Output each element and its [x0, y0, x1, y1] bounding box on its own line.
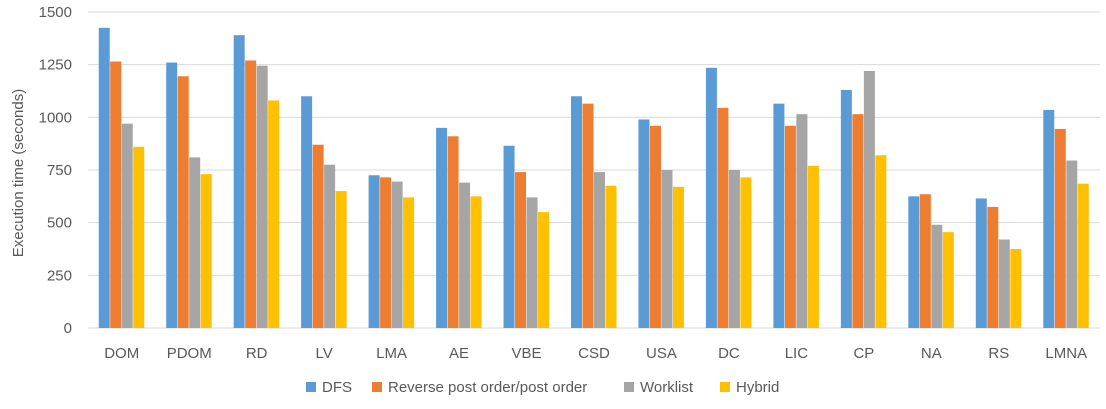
bar-hybrid-csd: [605, 185, 617, 328]
bar-reverse-post-order-post-order-lv: [312, 144, 324, 328]
bar-dfs-csd: [571, 96, 582, 329]
bar-worklist-vbe: [526, 197, 538, 328]
bar-worklist-rs: [998, 239, 1010, 328]
bar-reverse-post-order-post-order-dc: [717, 107, 729, 328]
bar-hybrid-dc: [740, 177, 752, 328]
x-tick-label: LMNA: [1045, 345, 1087, 362]
bar-dfs-dc: [705, 67, 717, 329]
x-tick-label: CP: [853, 345, 874, 362]
y-axis-ticks: 0 250 500 750 1000 1250 1500: [39, 4, 72, 337]
x-tick-label: LMA: [376, 345, 407, 362]
x-tick-label: RS: [988, 345, 1009, 362]
legend-label: DFS: [322, 379, 352, 396]
bar-worklist-dom: [121, 123, 133, 328]
y-tick-label: 750: [47, 162, 72, 179]
bar-reverse-post-order-post-order-rd: [245, 60, 257, 328]
bar-reverse-post-order-post-order-ae: [447, 136, 459, 328]
bar-worklist-na: [931, 224, 943, 328]
bar-worklist-lmna: [1066, 160, 1078, 328]
legend-label: Worklist: [640, 379, 694, 396]
y-tick-label: 1000: [39, 109, 72, 126]
bar-reverse-post-order-post-order-pdom: [177, 76, 189, 329]
bar-dfs-lic: [773, 103, 785, 328]
legend-swatch: [372, 382, 382, 392]
bar-dfs-lv: [301, 96, 313, 329]
bar-worklist-ae: [459, 182, 471, 328]
bar-hybrid-dom: [133, 146, 145, 328]
legend-swatch: [306, 382, 316, 392]
x-tick-label: USA: [646, 345, 677, 362]
bar-worklist-pdom: [189, 157, 201, 328]
x-tick-label: VBE: [512, 345, 542, 362]
bar-hybrid-lma: [403, 197, 415, 328]
bar-hybrid-cp: [875, 155, 887, 328]
bar-reverse-post-order-post-order-usa: [649, 125, 661, 328]
bar-dfs-rs: [975, 198, 987, 328]
y-tick-label: 1500: [39, 4, 72, 21]
y-tick-label: 1250: [39, 57, 72, 74]
bar-dfs-rd: [233, 35, 245, 328]
legend-label: Hybrid: [736, 379, 779, 396]
bar-hybrid-rd: [268, 100, 280, 328]
x-tick-label: DOM: [104, 345, 139, 362]
bar-hybrid-ae: [470, 196, 482, 328]
bar-reverse-post-order-post-order-rs: [987, 206, 999, 328]
bar-reverse-post-order-post-order-vbe: [515, 172, 527, 328]
bar-dfs-dom: [98, 27, 110, 329]
bar-dfs-lmna: [1043, 109, 1055, 329]
bar-hybrid-na: [942, 232, 954, 328]
x-tick-label: LV: [316, 345, 333, 362]
bar-hybrid-rs: [1010, 249, 1022, 328]
bar-worklist-dc: [728, 170, 740, 328]
y-tick-label: 0: [64, 320, 72, 337]
bar-worklist-cp: [863, 70, 875, 328]
bar-hybrid-lmna: [1077, 183, 1089, 328]
x-tick-label: LIC: [785, 345, 809, 362]
bar-worklist-usa: [661, 170, 673, 328]
y-tick-label: 250: [47, 267, 72, 284]
x-tick-label: DC: [718, 345, 740, 362]
bar-reverse-post-order-post-order-lma: [380, 177, 392, 328]
legend: DFS Reverse post order/post order Worklist…: [306, 379, 779, 396]
bar-worklist-lv: [324, 164, 336, 328]
bar-dfs-ae: [436, 127, 448, 328]
bar-dfs-vbe: [503, 145, 515, 328]
x-axis-ticks: DOM PDOM RD LV LMA AE VBE CSD USA DC LIC CP NA RS LMNA: [104, 345, 1087, 362]
bar-worklist-lma: [391, 181, 403, 328]
y-axis-title: Execution time (seconds): [10, 89, 27, 257]
legend-swatch: [624, 382, 634, 392]
bar-worklist-lic: [796, 114, 808, 328]
bar-hybrid-lic: [807, 165, 819, 328]
bar-worklist-csd: [594, 172, 605, 328]
x-tick-label: CSD: [578, 345, 610, 362]
bar-dfs-na: [908, 196, 920, 328]
bar-reverse-post-order-post-order-lmna: [1054, 128, 1066, 328]
x-tick-label: PDOM: [167, 345, 212, 362]
bars: [98, 27, 1089, 329]
bar-hybrid-vbe: [538, 212, 550, 328]
bar-dfs-lma: [368, 175, 380, 328]
x-tick-label: AE: [449, 345, 469, 362]
x-tick-label: RD: [246, 345, 268, 362]
bar-worklist-rd: [256, 65, 268, 328]
bar-dfs-usa: [638, 119, 650, 328]
bar-hybrid-lv: [335, 191, 347, 328]
bar-reverse-post-order-post-order-dom: [110, 61, 122, 329]
bar-reverse-post-order-post-order-na: [919, 194, 931, 328]
bar-hybrid-usa: [672, 186, 684, 328]
legend-swatch: [720, 382, 730, 392]
bar-hybrid-pdom: [200, 174, 212, 328]
bar-reverse-post-order-post-order-cp: [852, 114, 864, 328]
x-tick-label: NA: [921, 345, 942, 362]
bar-reverse-post-order-post-order-csd: [582, 103, 594, 328]
bar-reverse-post-order-post-order-lic: [784, 125, 796, 328]
legend-label: Reverse post order/post order: [388, 379, 587, 396]
y-tick-label: 500: [47, 215, 72, 232]
bar-dfs-cp: [840, 89, 852, 329]
bar-dfs-pdom: [166, 62, 178, 329]
